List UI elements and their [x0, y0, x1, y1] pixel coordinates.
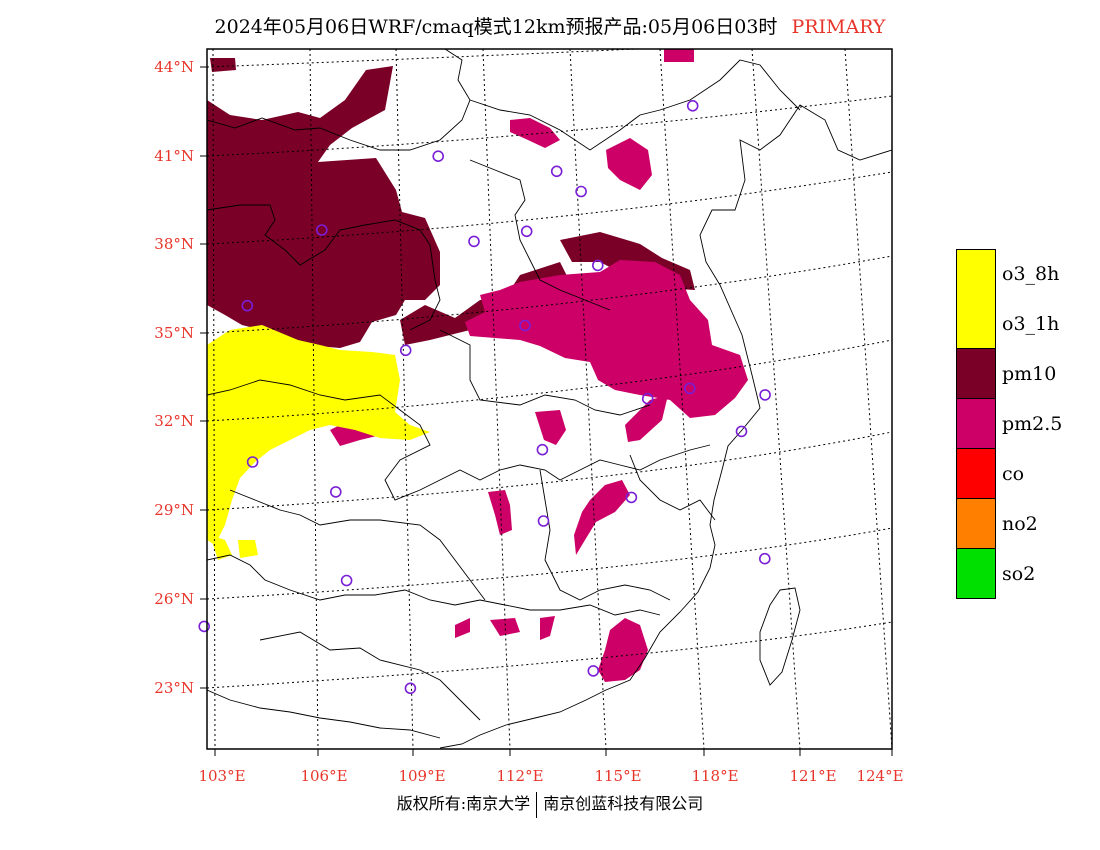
pm25-region-guangdong	[598, 618, 648, 682]
station-marker	[404, 682, 417, 695]
prov-d	[207, 379, 711, 501]
title-main: 2024年05月06日WRF/cmaq模式12km预报产品:05月06日03时	[214, 16, 778, 38]
station-marker	[315, 224, 328, 236]
station-marker	[550, 165, 563, 178]
station-marker	[432, 150, 445, 162]
prov-g	[539, 469, 671, 601]
lon-label: 112°E	[496, 767, 543, 785]
copyright-footer: 版权所有:南京大学 南京创蓝科技有限公司	[0, 790, 1100, 818]
lat-label: 44°N	[154, 58, 194, 76]
lat-label: 35°N	[154, 324, 194, 342]
legend-swatch	[956, 299, 996, 349]
lon-label: 118°E	[691, 767, 738, 785]
map-frame	[206, 48, 893, 750]
prov-c	[439, 329, 651, 416]
map-title: 2024年05月06日WRF/cmaq模式12km预报产品:05月06日03时 P…	[0, 12, 1100, 39]
legend-swatch	[956, 499, 996, 549]
station-marker	[575, 185, 587, 198]
legend-swatch	[956, 349, 996, 399]
legend-swatch	[956, 549, 996, 599]
latitude-labels: 44°N 41°N 38°N 35°N 32°N 29°N 26°N 23°N	[154, 58, 194, 697]
station-marker	[246, 456, 259, 468]
pm25-region-hubei	[535, 410, 566, 445]
lat-label: 29°N	[154, 501, 194, 519]
prov-i	[229, 489, 486, 601]
prov-j	[207, 689, 441, 739]
station-marker	[537, 515, 550, 527]
legend-label: o3_1h	[1002, 313, 1060, 335]
pm10-region-topleft	[210, 58, 236, 72]
pollutant-fields	[207, 49, 748, 682]
pm25-region-topright	[664, 49, 694, 62]
station-marker	[587, 665, 600, 677]
station-marker	[329, 486, 342, 498]
prov-b	[469, 159, 611, 311]
pm25-region-beijing-n	[510, 118, 560, 148]
pm25-region-huabei	[465, 260, 748, 418]
o3-region-sichuan-basin	[207, 325, 430, 545]
station-marker	[758, 552, 771, 565]
legend-swatch	[956, 449, 996, 499]
axis-ticks	[200, 66, 893, 756]
o3-region-small	[210, 535, 258, 560]
station-marker	[520, 225, 533, 238]
station-marker	[340, 574, 353, 587]
station-marker	[536, 443, 549, 456]
station-marker	[399, 344, 412, 357]
station-marker	[759, 389, 771, 401]
lat-label: 32°N	[154, 412, 194, 430]
prov-e	[207, 554, 661, 616]
station-marker	[625, 491, 638, 504]
legend-label: o3_8h	[1002, 263, 1060, 285]
border-mongolia	[207, 49, 471, 151]
pm25-region-hubei-e	[625, 395, 668, 442]
lon-label: 121°E	[789, 767, 836, 785]
prov-h	[629, 454, 716, 521]
pm25-region-beijing	[606, 138, 652, 190]
legend-swatch	[956, 399, 996, 449]
station-markers	[198, 100, 771, 695]
station-marker	[468, 235, 480, 248]
lon-label: 106°E	[300, 767, 347, 785]
copyright-left: 版权所有:南京大学	[396, 794, 531, 813]
station-marker	[683, 382, 696, 395]
legend-label: co	[1002, 463, 1025, 485]
pm10-region-north	[207, 66, 440, 348]
border-north2	[469, 59, 801, 151]
lat-label: 41°N	[154, 147, 194, 165]
station-marker	[591, 259, 604, 272]
legend-label: no2	[1002, 513, 1038, 535]
longitude-labels: 103°E 106°E 109°E 112°E 115°E 118°E 121°…	[198, 767, 903, 785]
legend-label: so2	[1002, 563, 1036, 585]
pm25-region-jiangxi	[574, 480, 630, 555]
lat-label: 38°N	[154, 235, 194, 253]
prov-f	[259, 631, 481, 721]
copyright-right: 南京创蓝科技有限公司	[543, 794, 704, 813]
station-marker	[641, 392, 654, 405]
boundaries	[207, 49, 892, 749]
legend-label: pm2.5	[1002, 413, 1063, 435]
title-tag: PRIMARY	[791, 16, 886, 38]
station-marker	[241, 299, 254, 312]
prov-a	[207, 204, 441, 331]
lon-label: 115°E	[594, 767, 641, 785]
lat-label: 23°N	[154, 679, 194, 697]
lon-label: 124°E	[856, 767, 903, 785]
station-marker	[519, 319, 531, 332]
station-marker	[686, 100, 699, 112]
lat-label: 26°N	[154, 590, 194, 608]
legend-label: pm10	[1002, 363, 1057, 385]
graticule	[207, 49, 892, 749]
pm25-region-hunan	[488, 490, 512, 535]
lon-label: 103°E	[198, 767, 245, 785]
legend-swatch	[956, 249, 996, 300]
coastline	[439, 104, 892, 749]
station-marker	[198, 620, 210, 633]
lon-label: 109°E	[398, 767, 445, 785]
pm25-region-guangxi	[455, 616, 555, 640]
footer-separator	[536, 791, 538, 818]
taiwan	[759, 587, 801, 686]
station-marker	[735, 425, 748, 438]
